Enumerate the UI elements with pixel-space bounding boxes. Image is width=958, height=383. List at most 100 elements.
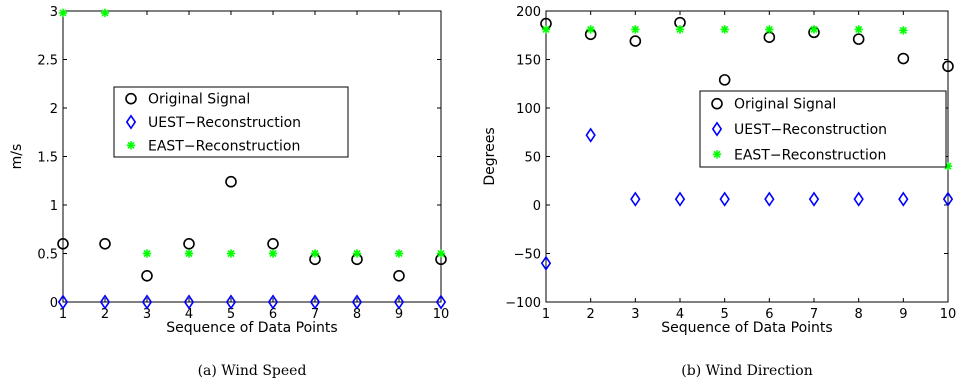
data-point [899, 26, 908, 35]
legend-marker [125, 114, 137, 130]
x-tick-label: 3 [631, 307, 639, 322]
y-tick-label: 200 [516, 5, 541, 20]
x-tick-label: 2 [587, 307, 595, 322]
data-point [720, 25, 729, 34]
data-point [142, 249, 152, 258]
figure-caption: (a) Wind Speed [198, 363, 307, 379]
data-point [141, 270, 153, 282]
data-point [267, 238, 279, 250]
data-point [718, 74, 731, 86]
series-3 [58, 8, 446, 258]
legend-label: EAST−Reconstruction [734, 147, 886, 163]
data-point [942, 60, 954, 73]
y-tick-label: 2 [50, 102, 58, 117]
x-tick-label: 6 [269, 307, 277, 322]
x-tick-label: 7 [810, 307, 818, 322]
data-point [267, 294, 279, 310]
x-tick-label: 5 [721, 307, 729, 322]
data-point [809, 25, 819, 34]
legend-box [113, 86, 349, 158]
legend-marker [711, 97, 723, 110]
x-tick-label: 6 [765, 307, 773, 322]
data-point [898, 191, 909, 207]
data-point [719, 191, 730, 207]
data-point [630, 191, 641, 207]
x-tick-label: 10 [433, 307, 450, 322]
data-point [100, 8, 110, 18]
y-tick-label: 0.5 [37, 248, 58, 263]
data-point [57, 294, 69, 310]
data-point [183, 238, 195, 250]
data-point [393, 270, 405, 282]
legend-label: Original Signal [734, 97, 836, 113]
data-point [675, 25, 685, 34]
x-tick-label: 3 [143, 307, 151, 322]
legend-box [699, 90, 947, 168]
series-3 [541, 25, 953, 171]
data-point [808, 191, 820, 207]
data-point [394, 249, 404, 258]
chart-1: 1 2 3 4 5 6 7 8 9 10 0 0.5 1 1.5 2 2.5 3 Sequence of Data… [9, 5, 449, 379]
data-point [99, 238, 111, 250]
x-tick-label: 4 [185, 307, 193, 322]
data-point [674, 191, 686, 207]
x-axis-title: Sequence of Data Points [166, 320, 337, 336]
data-point [99, 294, 111, 310]
y-axis-title: Degrees [482, 127, 498, 185]
data-point [310, 249, 320, 258]
legend-marker [712, 150, 722, 159]
data-point [853, 191, 864, 207]
x-tick-label: 8 [353, 307, 361, 322]
x-tick-label: 9 [899, 307, 907, 322]
x-tick-label: 7 [311, 307, 319, 322]
x-tick-label: 1 [59, 307, 67, 322]
x-tick-label: 5 [227, 307, 235, 322]
legend-marker [711, 121, 723, 137]
y-tick-label: 100 [516, 102, 541, 117]
data-point [268, 249, 278, 258]
data-point [225, 294, 237, 310]
data-point [764, 191, 775, 207]
y-tick-label: 2.5 [37, 54, 58, 69]
data-point [58, 8, 68, 18]
data-point [854, 25, 863, 34]
legend-label: UEST−Reconstruction [734, 122, 887, 138]
y-tick-label: 1 [50, 199, 58, 214]
data-point [141, 294, 153, 310]
y-tick-label: −50 [514, 248, 541, 263]
data-point [436, 249, 446, 258]
y-tick-label: 0 [533, 199, 541, 214]
y-axis-title: m/s [9, 144, 25, 170]
series-2 [540, 127, 954, 271]
data-point [184, 249, 194, 258]
data-point [540, 255, 552, 271]
data-point [631, 25, 640, 34]
data-point [586, 25, 595, 34]
data-point [57, 238, 69, 250]
data-point [309, 294, 321, 310]
legend-label: Original Signal [148, 92, 250, 108]
legend-marker [126, 141, 136, 150]
legend: Original Signal UEST−Reconstruction EAST−R… [113, 86, 349, 158]
legend-label: EAST−Reconstruction [148, 138, 300, 154]
y-tick-label: 0 [50, 296, 58, 311]
data-point [435, 294, 447, 310]
x-tick-label: 4 [676, 307, 684, 322]
y-tick-label: 150 [516, 54, 541, 69]
data-point [942, 191, 954, 207]
legend-label: UEST−Reconstruction [148, 115, 301, 131]
data-point [585, 127, 596, 143]
x-axis-title: Sequence of Data Points [661, 320, 832, 336]
x-tick-label: 9 [395, 307, 403, 322]
data-point [541, 25, 551, 34]
legend: Original Signal UEST−Reconstruction EAST−R… [699, 90, 947, 168]
y-tick-label: −100 [505, 296, 541, 311]
x-tick-label: 8 [855, 307, 863, 322]
x-tick-label: 2 [101, 307, 109, 322]
data-point [393, 294, 405, 310]
data-point [897, 52, 910, 65]
data-point [352, 249, 362, 258]
y-tick-label: 1.5 [37, 151, 58, 166]
series-1 [540, 16, 954, 86]
